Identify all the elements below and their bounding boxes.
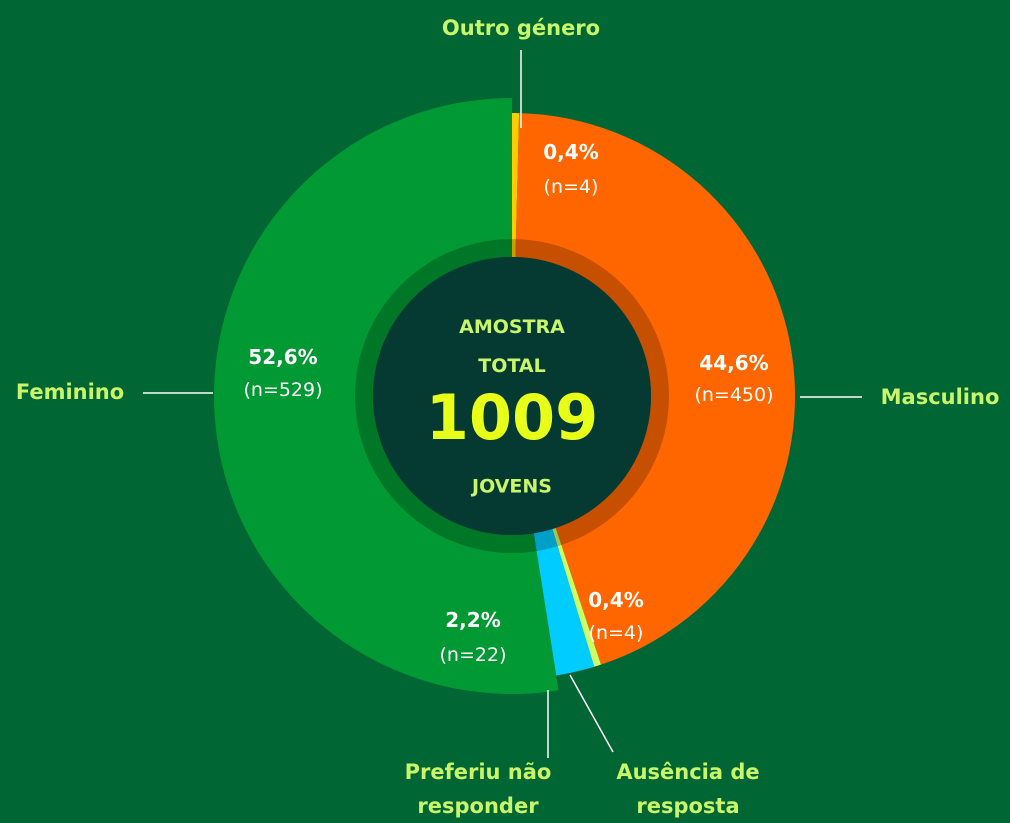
slice (213, 98, 559, 694)
center-disc (373, 257, 651, 535)
count-label: (n=450) (694, 384, 774, 406)
value-label: 0,4% (588, 588, 644, 612)
slices (213, 98, 796, 694)
category-label: Preferiu não responder (404, 760, 552, 818)
slice (552, 527, 601, 667)
slice (512, 113, 520, 258)
count-label: (n=529) (243, 379, 323, 401)
count-label: (n=4) (543, 176, 599, 198)
category-label: Ausência de resposta (616, 760, 760, 818)
count-label: (n=4) (588, 622, 644, 644)
center-title: AMOSTRA TOTAL (459, 316, 565, 377)
value-label: 52,6% (248, 345, 318, 369)
category-label: Feminino (15, 380, 125, 404)
slice (515, 113, 796, 665)
slice (533, 529, 595, 676)
value-label: 0,4% (543, 140, 599, 164)
count-label: (n=22) (439, 644, 507, 666)
value-label: 44,6% (699, 351, 769, 375)
center-subtitle: JOVENS (472, 475, 552, 498)
value-label: 2,2% (445, 608, 501, 632)
category-label: Masculino (880, 385, 1000, 409)
category-label: Outro género (441, 16, 601, 40)
leader-lines (143, 50, 862, 758)
center-value: 1009 (425, 381, 599, 454)
leader-line (569, 674, 614, 753)
